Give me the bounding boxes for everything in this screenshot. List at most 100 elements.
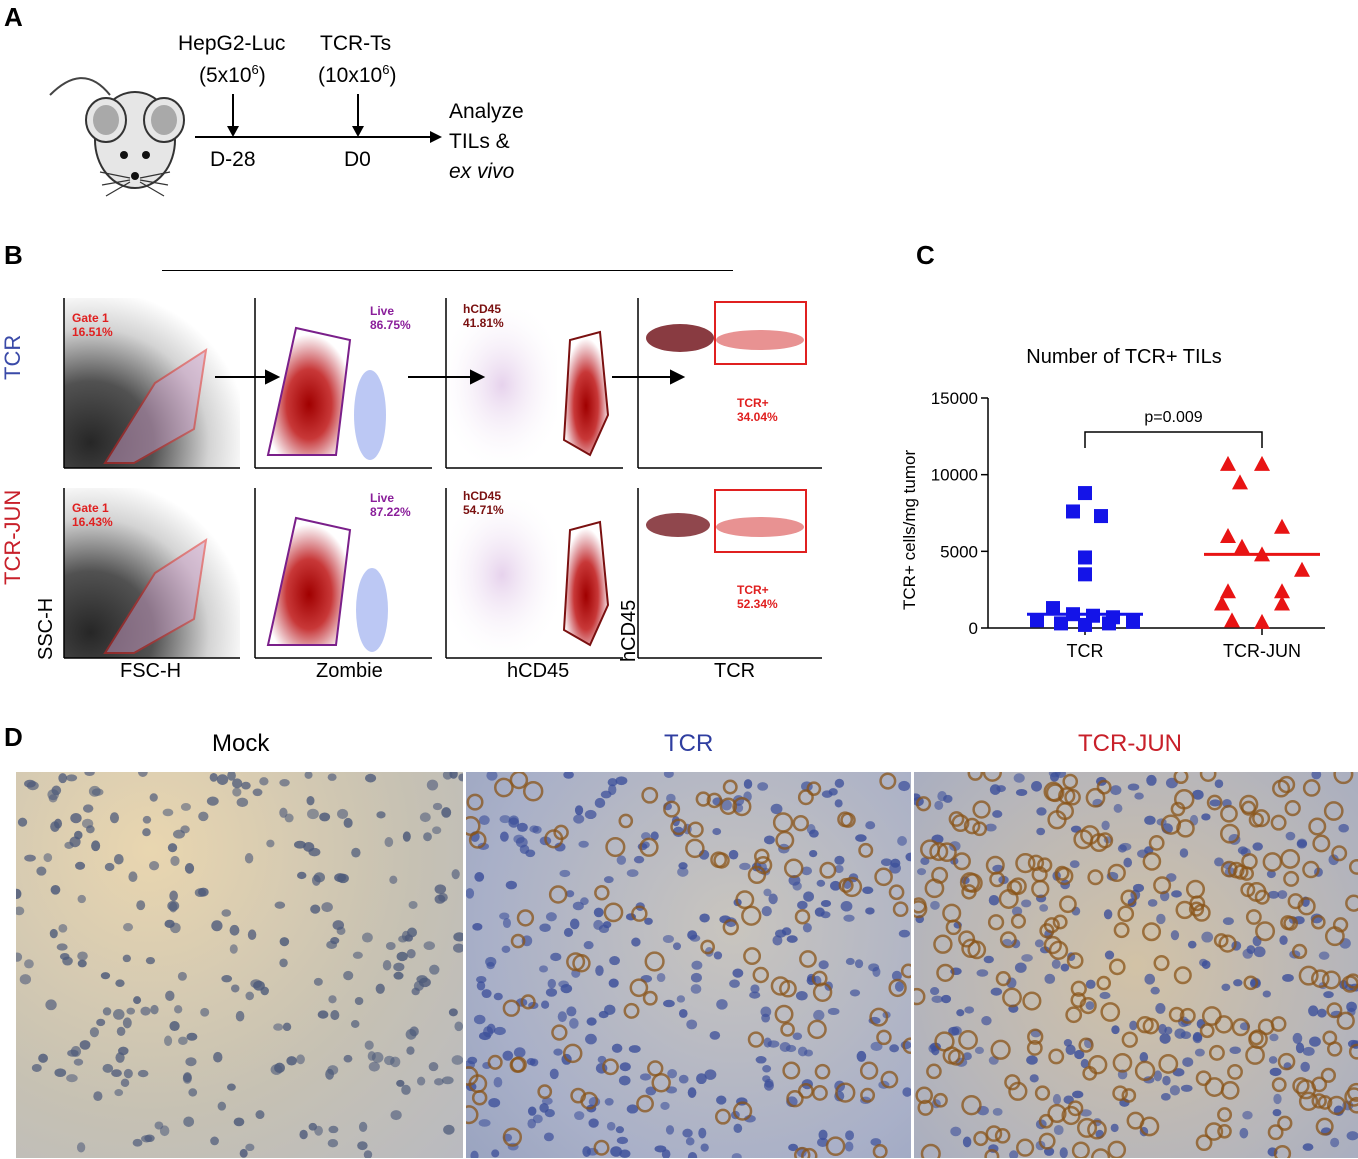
stained-cell (1245, 909, 1262, 925)
cell-nucleus (604, 1097, 614, 1106)
cell-nucleus (983, 955, 994, 964)
cell-nucleus (328, 1125, 339, 1134)
cell-nucleus (1272, 1108, 1282, 1117)
stained-cell (1320, 1067, 1336, 1083)
cell-nucleus (169, 890, 178, 902)
cell-nucleus (357, 1141, 368, 1151)
cell-nucleus (126, 1007, 136, 1015)
stained-cell (967, 772, 984, 781)
stained-cell (1096, 975, 1112, 991)
stained-cell (838, 877, 854, 893)
cell-nucleus (1266, 870, 1276, 879)
cell-nucleus (1132, 883, 1145, 893)
cell-nucleus (505, 880, 517, 890)
data-point (1030, 613, 1044, 628)
injection1-label: HepG2-Luc (178, 32, 286, 55)
cell-nucleus (177, 971, 187, 981)
stained-cell (948, 811, 965, 827)
cell-nucleus (1144, 815, 1156, 825)
stained-cell (920, 1143, 941, 1158)
stained-cell (623, 1002, 640, 1019)
cell-nucleus (159, 1125, 170, 1137)
stained-cell (1142, 852, 1162, 871)
cell-nucleus (700, 1143, 709, 1152)
stained-cell (807, 1019, 827, 1040)
histology-label-tcr-jun: TCR-JUN (1078, 730, 1182, 757)
stained-cell (1043, 935, 1062, 955)
cell-nucleus (1262, 990, 1271, 998)
cell-nucleus (803, 891, 814, 902)
cell-nucleus (660, 1101, 670, 1111)
cell-nucleus (1015, 789, 1028, 797)
cell-nucleus (557, 1011, 567, 1023)
cell-nucleus (1079, 1109, 1092, 1117)
cell-nucleus (198, 887, 209, 897)
cell-nucleus (479, 815, 490, 826)
cell-nucleus (962, 1136, 972, 1148)
cell-nucleus (66, 1074, 78, 1083)
stained-cell (859, 1061, 879, 1080)
stained-cell (1270, 814, 1287, 831)
stained-cell (1173, 789, 1195, 810)
cell-nucleus (77, 959, 87, 968)
cell-nucleus (416, 1076, 426, 1086)
stained-cell (1241, 853, 1258, 870)
cell-nucleus (729, 979, 740, 988)
cell-nucleus (454, 1021, 463, 1032)
cell-nucleus (1302, 1143, 1314, 1151)
cell-nucleus (743, 779, 753, 789)
stained-cell (1113, 922, 1130, 939)
cell-nucleus (690, 984, 702, 994)
data-point (1274, 583, 1290, 599)
stained-cell (819, 861, 837, 879)
stained-cell (1204, 1077, 1225, 1097)
cell-nucleus (76, 1142, 86, 1153)
stained-cell (687, 821, 704, 838)
cell-nucleus (981, 1016, 992, 1026)
cell-nucleus (402, 831, 411, 842)
cell-nucleus (299, 1129, 308, 1140)
cell-nucleus (974, 1046, 984, 1055)
cell-nucleus (569, 1018, 579, 1029)
cell-nucleus (1074, 1049, 1085, 1060)
stained-cell (732, 1101, 753, 1121)
stained-cell (958, 1030, 978, 1050)
cell-nucleus (834, 778, 845, 788)
cell-nucleus (1139, 1051, 1149, 1063)
stained-cell (1142, 922, 1162, 942)
cell-nucleus (870, 1041, 883, 1051)
cell-nucleus (588, 1118, 599, 1128)
cell-nucleus (584, 809, 597, 820)
cell-nucleus (1311, 772, 1322, 780)
cell-nucleus (865, 821, 876, 830)
cell-nucleus (802, 923, 812, 933)
stained-cell (1257, 1018, 1275, 1036)
cell-nucleus (406, 1046, 415, 1055)
cell-nucleus (739, 862, 751, 871)
plot-row1-hcd45 (445, 298, 623, 469)
cell-nucleus (816, 879, 826, 887)
stained-cell (747, 1031, 765, 1048)
cell-nucleus (406, 948, 416, 959)
cell-nucleus (619, 1149, 631, 1158)
stained-cell (1059, 895, 1077, 914)
stained-cell (900, 963, 911, 979)
stained-cell (1199, 772, 1217, 782)
cell-nucleus (137, 772, 148, 777)
cell-nucleus (426, 779, 439, 791)
cell-nucleus (1170, 930, 1180, 941)
cell-nucleus (116, 1026, 126, 1036)
plot-row2-fsc (63, 488, 240, 659)
stained-cell (1273, 1144, 1292, 1158)
cell-nucleus (1296, 838, 1307, 848)
cell-nucleus (990, 987, 1003, 996)
stained-cell (1220, 823, 1240, 844)
stained-cell (917, 1099, 934, 1116)
cell-nucleus (1036, 807, 1047, 816)
cell-nucleus (142, 828, 151, 837)
cell-nucleus (142, 815, 152, 824)
cell-nucleus (1214, 857, 1224, 867)
live-gate-row2: Live 87.22% (370, 491, 411, 519)
cell-nucleus (1162, 1075, 1171, 1086)
histology-image-tcr-jun (914, 772, 1358, 1158)
